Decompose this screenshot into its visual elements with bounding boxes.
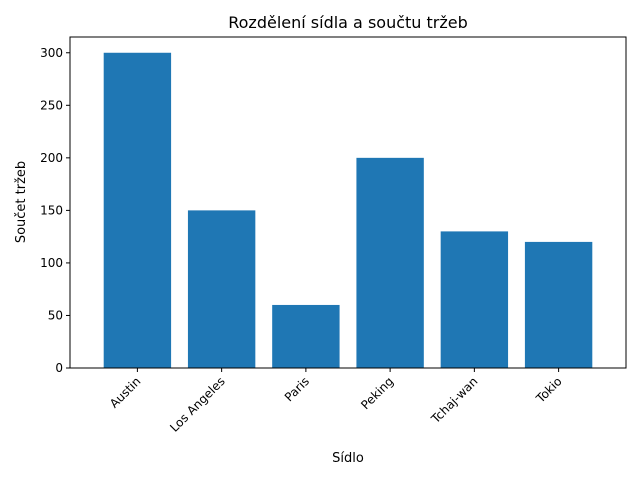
- x-tick-label: Los Angeles: [167, 374, 228, 435]
- y-tick-label: 50: [48, 308, 63, 322]
- y-tick-label: 250: [40, 98, 63, 112]
- x-tick-label: Austin: [107, 374, 144, 411]
- x-tick-label: Tchaj-wan: [428, 374, 481, 427]
- y-tick-label: 300: [40, 46, 63, 60]
- chart-title: Rozdělení sídla a součtu tržeb: [228, 13, 468, 32]
- y-axis: 0 50 100 150 200 250 300: [40, 46, 70, 375]
- y-tick-label: 0: [55, 361, 63, 375]
- x-tick-label: Peking: [358, 374, 396, 412]
- x-tick-label: Tokio: [533, 374, 565, 406]
- y-tick-label: 150: [40, 203, 63, 217]
- bars-group: [103, 52, 593, 369]
- bar-peking: [356, 157, 424, 368]
- y-tick-label: 200: [40, 151, 63, 165]
- bar-tchaj-wan: [440, 231, 509, 368]
- x-tick-label: Paris: [282, 374, 312, 404]
- bar-paris: [272, 304, 340, 368]
- plot-frame: [69, 36, 627, 369]
- x-axis-label: Sídlo: [332, 451, 364, 466]
- bar-tokio: [524, 241, 593, 368]
- bar-austin: [103, 52, 172, 369]
- bar-los-angeles: [187, 210, 256, 368]
- y-axis-label: Součet tržeb: [14, 161, 29, 243]
- x-axis: Austin Los Angeles Paris Peking Tchaj-wan Tok…: [107, 368, 565, 435]
- y-tick-label: 100: [40, 256, 63, 270]
